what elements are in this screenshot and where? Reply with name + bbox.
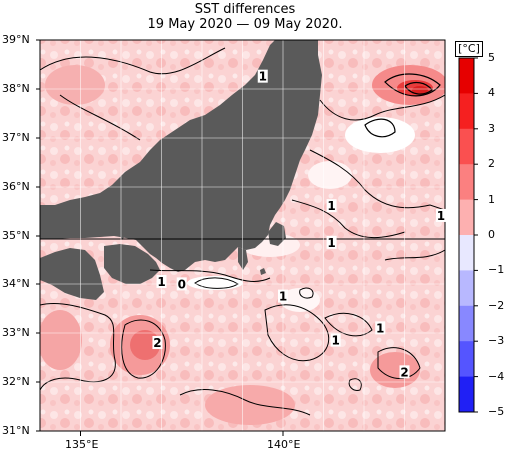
warm-anomaly-core-ne-inner <box>412 86 428 94</box>
land-izu-peninsula <box>238 247 248 270</box>
land-honshu <box>40 40 322 272</box>
contour-1-izu-south <box>264 304 330 362</box>
warm-anomaly-patch-nw <box>45 65 105 105</box>
colorbar-tick-neg4: −4 <box>488 370 505 383</box>
unit-label: [°C] <box>455 41 483 57</box>
cool-anomaly-patch-5 <box>280 288 320 312</box>
colorbar-segment <box>459 128 474 165</box>
contour-label-bg <box>278 289 288 303</box>
contour-4-ne <box>404 81 433 95</box>
lat-label-33: 33°N <box>2 326 30 339</box>
colorbar-tick-2: 2 <box>488 157 495 170</box>
contour-label: 0 <box>178 277 186 291</box>
contour-1-kashima <box>291 199 406 239</box>
colorbar-tick-neg2: −2 <box>488 299 505 312</box>
contour-label: 2 <box>153 336 161 350</box>
contour-label-bg <box>399 365 410 379</box>
contour-1-south <box>179 389 311 416</box>
contour-0-ne <box>364 118 396 138</box>
contour-label-bg <box>435 208 446 222</box>
land-kii-peninsula <box>104 244 160 284</box>
contour-label: 1 <box>376 321 384 335</box>
lat-label-38: 38°N <box>2 82 30 95</box>
contour-1-japan-sea <box>59 94 141 141</box>
contour-label-bg <box>257 69 268 83</box>
contour-label: 1 <box>259 70 267 84</box>
colorbar-segment <box>459 376 474 413</box>
lat-label-36: 36°N <box>2 180 30 193</box>
land-oshima-island <box>260 268 266 275</box>
land-awaji-island <box>118 224 128 240</box>
colorbar-tick-4: 4 <box>488 86 495 99</box>
contour-3-ne <box>384 73 441 97</box>
colorbar-tick-neg1: −1 <box>488 263 505 276</box>
warm-anomaly-patch-west <box>40 310 82 370</box>
colorbar-tick-neg3: −3 <box>488 334 505 347</box>
contour-label: 1 <box>331 334 339 348</box>
lon-label-135: 135°E <box>65 438 99 451</box>
lat-label-34: 34°N <box>2 277 30 290</box>
cool-anomaly-patch-1 <box>345 117 415 153</box>
warm-anomaly-patch-se <box>370 352 420 388</box>
contour-1-east <box>324 312 373 337</box>
contour-label-bg <box>326 235 337 249</box>
lat-label-39: 39°N <box>2 33 30 46</box>
contour-1-small-loop-b <box>348 378 362 391</box>
colorbar-segment <box>459 341 474 378</box>
contour-1-enshu <box>149 269 271 282</box>
contour-label-bg <box>330 333 341 347</box>
colorbar-segment <box>459 199 474 236</box>
colorbar-segment <box>459 164 474 201</box>
map-subtitle: 19 May 2020 — 09 May 2020. <box>147 17 343 32</box>
colorbar-frame <box>458 57 475 413</box>
contour-label-bg <box>326 199 337 213</box>
contour-1-east-coast <box>319 94 445 121</box>
contour-1-east-outer <box>384 249 445 261</box>
colorbar-segment <box>459 305 474 342</box>
colorbar-segment <box>459 58 474 94</box>
contour-label: 1 <box>437 209 445 223</box>
contour-label-bg <box>375 321 386 335</box>
contour-label: 1 <box>327 199 335 213</box>
colorbar-segment <box>459 93 474 130</box>
contour-label-bg <box>176 277 187 291</box>
lat-label-37: 37°N <box>2 131 30 144</box>
land-shikoku <box>40 248 104 300</box>
contour-label: 2 <box>400 365 408 379</box>
colorbar-segment <box>459 270 474 307</box>
contour-2-southeast <box>377 347 421 379</box>
land-boso-peninsula <box>268 222 286 246</box>
contour-label: 1 <box>157 275 165 289</box>
contour-label-bg <box>152 336 163 350</box>
colorbar-tick-3: 3 <box>488 122 495 135</box>
warm-anomaly-patch-south <box>205 385 295 425</box>
colorbar-tick-1: 1 <box>488 193 495 206</box>
colorbar <box>459 57 478 413</box>
contour-2-kii <box>121 319 166 379</box>
contour-1-north <box>40 47 226 75</box>
cool-anomaly-patch-2 <box>308 161 352 189</box>
lat-label-32: 32°N <box>2 375 30 388</box>
lon-label-140: 140°E <box>267 438 301 451</box>
contour-1-south-west <box>40 302 116 391</box>
contour-1-small-loop-a <box>299 287 314 299</box>
map-title: SST differences <box>194 2 296 17</box>
lat-label-31: 31°N <box>2 424 30 437</box>
lat-label-35: 35°N <box>2 229 30 242</box>
contour-label-bg <box>156 274 167 288</box>
colorbar-tick-neg5: −5 <box>488 405 505 418</box>
colorbar-segment <box>459 235 474 271</box>
contour-1-sanriku <box>309 149 445 211</box>
colorbar-tick-0: 0 <box>488 228 495 241</box>
contour-label: 1 <box>279 290 287 304</box>
contour-label: 1 <box>327 236 335 250</box>
colorbar-tick-5: 5 <box>488 51 495 64</box>
